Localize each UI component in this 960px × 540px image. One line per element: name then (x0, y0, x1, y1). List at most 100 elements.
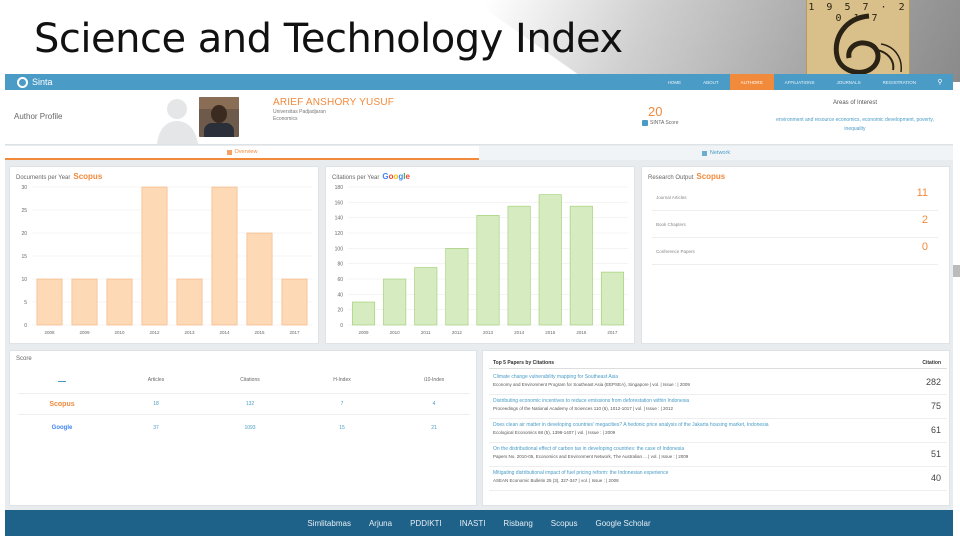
nav-item-registration[interactable]: REGISTRATION (882, 79, 916, 85)
footer-link[interactable]: PDDIKTI (410, 518, 442, 528)
paper-title-link[interactable]: On the distributional effect of carbon t… (493, 446, 685, 452)
col-citations: Citations (240, 377, 260, 383)
paper-title-link[interactable]: Distributing economic incentives to redu… (493, 398, 690, 404)
paper-row: Mitigating distributional impact of fuel… (489, 467, 947, 491)
citations-title-text: Citations per Year (332, 175, 380, 181)
footer-link[interactable]: Google Scholar (595, 518, 651, 528)
search-icon[interactable]: ⚲ (937, 79, 943, 86)
documents-bar-chart: 0 5 10 15 20 25 30 2008 2009 2010 2012 2013 2014 2015… (21, 185, 312, 335)
profile-tabs: Overview Network (5, 146, 953, 160)
score-title: Score (16, 356, 32, 362)
author-university[interactable]: Universitas Padjadjaran (273, 109, 326, 115)
slide-title: Science and Technology Index (34, 16, 623, 62)
research-output-row[interactable]: Journal Articles 11 (652, 185, 938, 211)
score-panel: Score Articles Citations H-Index i10-Ind… (9, 350, 477, 506)
interest-list: environment and resource economics, econ… (776, 117, 934, 132)
google-articles[interactable]: 37 (153, 425, 159, 431)
documents-bar[interactable] (246, 232, 273, 326)
citations-y-tick: 0 (340, 323, 343, 329)
paper-citations: 51 (930, 449, 941, 459)
documents-bar[interactable] (36, 278, 63, 326)
top-navbar: Sinta HOME ABOUT AUTHORS AFFILIATIONS JOURNA… (5, 74, 953, 90)
citations-y-tick: 140 (335, 216, 344, 222)
citations-y-tick: 120 (335, 231, 344, 237)
citations-bar-chart: 0 20 40 60 80 100 120 140 160 180 2009 2010 2011 2012… (335, 185, 628, 335)
paper-citations: 61 (930, 425, 941, 435)
citations-y-tick: 20 (337, 308, 343, 314)
paper-citations: 282 (925, 377, 941, 387)
documents-y-tick: 20 (21, 231, 27, 237)
citations-bar[interactable] (600, 271, 624, 326)
network-icon (701, 150, 707, 156)
documents-per-year-panel: Documents per Year Scopus 0 5 10 15 20 25 30 20… (9, 166, 319, 344)
author-faculty: Economics (273, 116, 298, 122)
scopus-citations[interactable]: 132 (245, 401, 255, 407)
citations-bar[interactable] (569, 205, 593, 326)
scopus-h-index[interactable]: 7 (340, 401, 344, 407)
nav-item-authors[interactable]: AUTHORS (729, 74, 774, 90)
citations-bar[interactable] (414, 267, 438, 326)
paper-citations: 75 (930, 401, 941, 411)
top-papers-citation-col: Citation (922, 360, 941, 366)
research-output-value: 2 (921, 214, 928, 226)
top-papers-title: Top 5 Papers by Citations (493, 360, 555, 366)
research-output-row[interactable]: Book Chapters 2 (652, 212, 938, 238)
footer-link[interactable]: INASTI (459, 518, 486, 528)
research-output-row[interactable]: Conference Papers 0 (652, 239, 938, 265)
overview-icon (226, 149, 232, 155)
footer-link[interactable]: Arjuna (368, 518, 393, 528)
citations-x-tick: 2009 (359, 330, 370, 335)
citations-x-tick: 2014 (514, 330, 525, 335)
tab-overview[interactable]: Overview (5, 146, 479, 160)
documents-bar[interactable] (281, 278, 308, 326)
research-output-label: Journal Articles (656, 195, 687, 200)
documents-bar[interactable] (71, 278, 98, 326)
author-name[interactable]: ARIEF ANSHORY YUSUF (273, 97, 395, 108)
nav-item-about[interactable]: ABOUT (703, 79, 719, 85)
citations-bar[interactable] (476, 215, 500, 326)
paper-title-link[interactable]: Does clean air matter in developing coun… (493, 422, 769, 428)
documents-bar[interactable] (106, 278, 133, 326)
chart-icon (32, 376, 92, 384)
paper-row: Does clean air matter in developing coun… (489, 419, 947, 443)
citations-x-tick: 2016 (576, 330, 587, 335)
citations-x-tick: 2011 (421, 330, 431, 335)
research-output-label: Book Chapters (656, 222, 686, 227)
documents-bar[interactable] (141, 186, 168, 326)
footer-link[interactable]: Simlitabmas (307, 518, 351, 528)
paper-source: ASEAN Economic Bulletin 25 (3), 327-347 … (493, 478, 619, 483)
documents-x-tick: 2015 (254, 330, 265, 335)
google-citations[interactable]: 1093 (244, 425, 256, 431)
nav-item-affiliations[interactable]: AFFILIATIONS (784, 79, 815, 85)
citations-x-tick: 2015 (545, 330, 556, 335)
top-papers-header: Top 5 Papers by Citations Citation (489, 357, 947, 369)
sinta-score-label: SINTA Score (642, 120, 679, 126)
footer-link[interactable]: Risbang (503, 518, 533, 528)
citations-y-tick: 180 (335, 185, 344, 191)
brand-name: Sinta (32, 77, 53, 87)
brand-logo[interactable]: Sinta (17, 75, 53, 89)
google-h-index[interactable]: 15 (339, 425, 345, 431)
sinta-logo-icon (17, 76, 28, 88)
citations-y-tick: 60 (337, 277, 343, 283)
scopus-source: Scopus (49, 400, 75, 408)
citations-bar[interactable] (352, 301, 376, 326)
citations-bar[interactable] (507, 205, 531, 326)
col-h-index: H-Index (333, 377, 351, 383)
footer-link[interactable]: Scopus (550, 518, 578, 528)
tab-overview-label: Overview (234, 149, 258, 155)
nav-item-home[interactable]: HOME (667, 79, 682, 85)
google-i10-index[interactable]: 21 (431, 425, 437, 431)
scopus-articles[interactable]: 18 (153, 401, 159, 407)
documents-bar[interactable] (211, 186, 238, 326)
paper-title-link[interactable]: Climate change vulnerability mapping for… (493, 374, 619, 380)
scopus-i10-index[interactable]: 4 (432, 401, 436, 407)
tab-network[interactable]: Network (479, 146, 953, 160)
citations-bar[interactable] (538, 194, 562, 326)
documents-bar[interactable] (176, 278, 203, 326)
score-row-google: Google 37 1093 15 21 (18, 417, 470, 439)
nav-item-journals[interactable]: JOURNALS (836, 79, 861, 85)
citations-bar[interactable] (445, 248, 469, 326)
paper-title-link[interactable]: Mitigating distributional impact of fuel… (493, 470, 669, 476)
citations-bar[interactable] (383, 278, 407, 326)
